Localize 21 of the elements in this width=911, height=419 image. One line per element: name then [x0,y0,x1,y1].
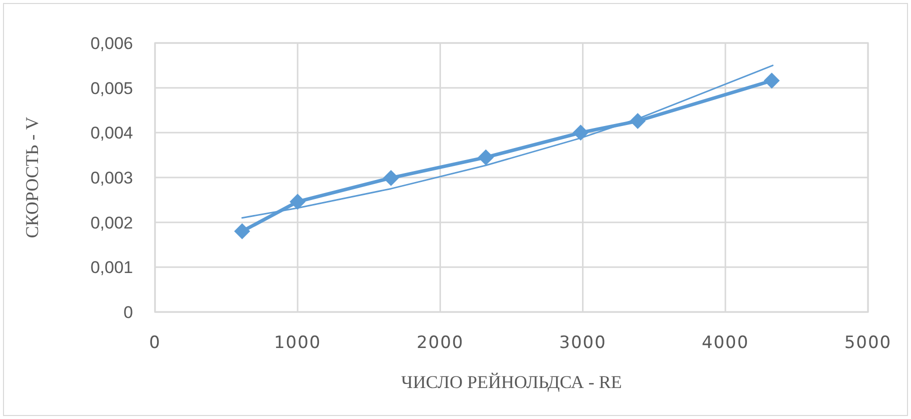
x-tick-label: 1000 [274,333,322,353]
x-tick-label: 3000 [559,333,606,353]
y-axis-title: СКОРОСТЬ - V [22,116,42,238]
point [234,223,250,240]
y-tick-label: 0,001 [90,258,133,278]
point [572,124,589,141]
y-tick-label: 0,005 [90,78,133,98]
x-axis-title: ЧИСЛО РЕЙНОЛЬДСА - RE [401,372,622,392]
x-tick-label: 0 [149,333,161,353]
y-tick-label: 0,002 [90,213,133,232]
y-tick-label: 0,006 [90,34,133,53]
point [478,149,494,166]
x-tick-label: 2000 [416,333,464,353]
y-tick-label: 0,003 [90,168,133,188]
y-tick-label: 0 [124,302,133,322]
point [764,72,780,89]
point [383,170,400,186]
x-tick-label: 4000 [702,333,750,353]
x-tick-label: 5000 [844,333,892,353]
point [290,194,306,210]
y-tick-label: 0,004 [90,124,133,143]
